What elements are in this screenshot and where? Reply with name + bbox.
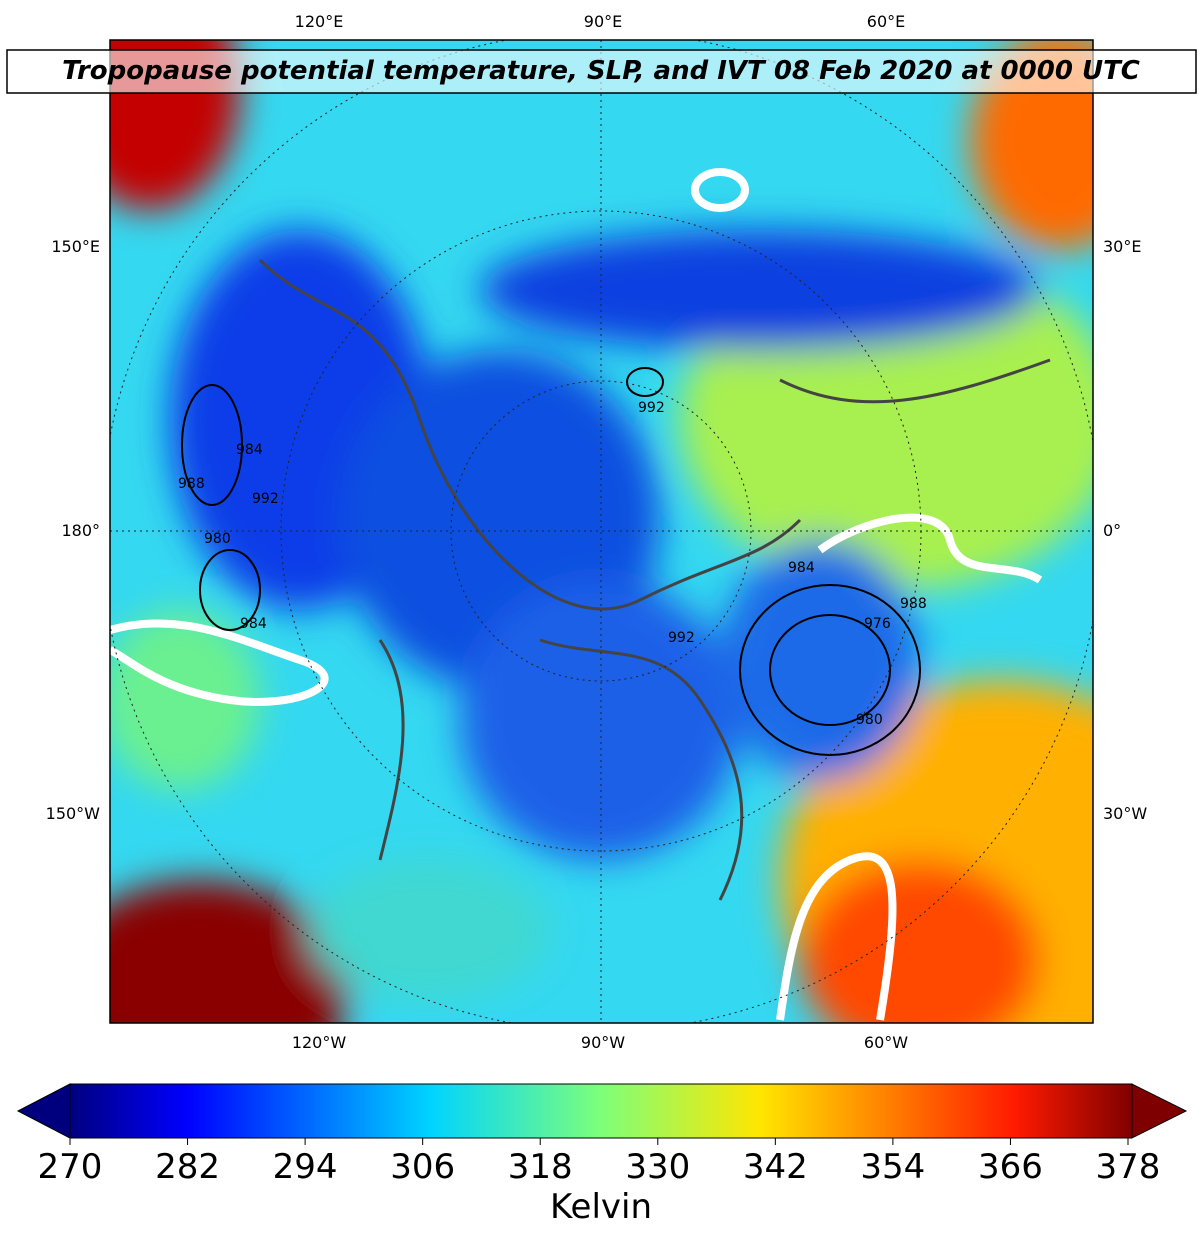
- colorbar-tick-label: 330: [625, 1147, 690, 1187]
- contour-label: 984: [236, 442, 263, 458]
- colorbar-tick-label: 366: [978, 1147, 1043, 1187]
- map-frame: [109, 39, 1094, 1024]
- colorbar-tick-label: 378: [1096, 1147, 1161, 1187]
- contour-label: 992: [638, 400, 665, 416]
- colorbar-label: Kelvin: [550, 1187, 652, 1227]
- contour-labels: 992 984 988 992 980 984 992 988 976 980 …: [178, 400, 927, 728]
- lat-label: 180°: [61, 521, 100, 540]
- lon-label: 120°E: [295, 12, 344, 31]
- lat-label: 30°W: [1103, 804, 1147, 823]
- colorbar-tick-label: 342: [743, 1147, 808, 1187]
- lon-label: 90°E: [584, 12, 622, 31]
- lon-label: 60°W: [864, 1033, 908, 1052]
- lat-label: 150°E: [51, 237, 100, 256]
- colorbar-tick-label: 270: [38, 1147, 103, 1187]
- contour-label: 984: [788, 560, 815, 576]
- map: [110, 40, 1093, 1023]
- title: Tropopause potential temperature, SLP, a…: [62, 56, 1140, 86]
- contour-label: 992: [252, 491, 279, 507]
- lat-label: 150°W: [46, 804, 101, 823]
- lon-label: 60°E: [867, 12, 905, 31]
- contour-label: 976: [864, 616, 891, 632]
- colorbar: 270 282 294 306 318 330 342 354 366 378: [16, 1083, 1188, 1187]
- contour-label: 980: [856, 712, 883, 728]
- colorbar-tick-label: 354: [860, 1147, 925, 1187]
- lat-label: 30°E: [1103, 237, 1141, 256]
- colorbar-tick-label: 318: [508, 1147, 573, 1187]
- lon-label: 120°W: [292, 1033, 347, 1052]
- lon-label: 90°W: [581, 1033, 625, 1052]
- lat-label: 0°: [1103, 521, 1121, 540]
- contour-label: 984: [240, 616, 267, 632]
- title-box: [6, 49, 1197, 94]
- contour-label: 988: [178, 476, 205, 492]
- contour-label: 992: [668, 630, 695, 646]
- contour-label: 980: [204, 531, 231, 547]
- colorbar-tick-label: 294: [273, 1147, 338, 1187]
- colorbar-tick-label: 282: [155, 1147, 220, 1187]
- colorbar-tick-label: 306: [390, 1147, 455, 1187]
- contour-label: 988: [900, 596, 927, 612]
